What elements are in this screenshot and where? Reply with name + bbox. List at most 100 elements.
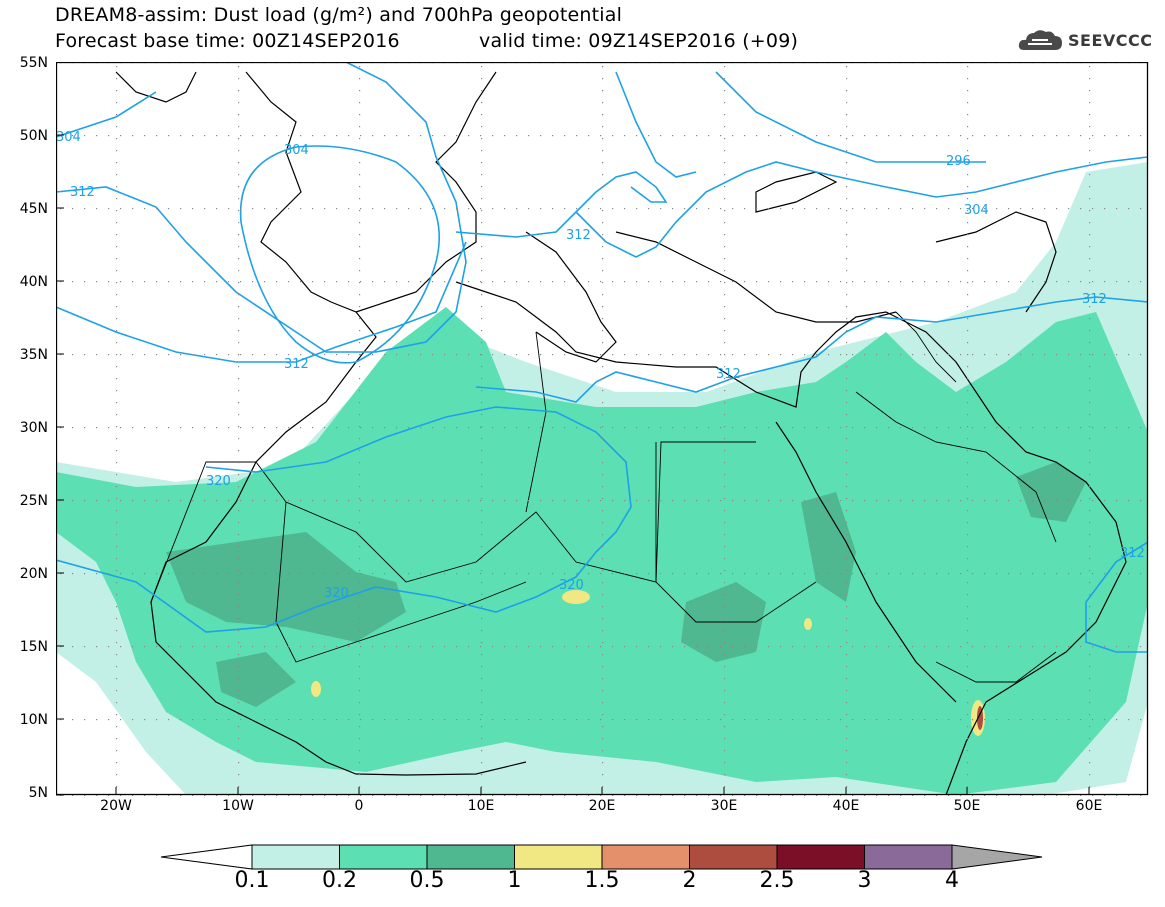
graticule-dot <box>359 438 361 440</box>
graticule-dot <box>602 414 604 416</box>
graticule-dot <box>724 222 726 224</box>
colorbar-label: 0.2 <box>322 868 357 893</box>
graticule-dot <box>900 573 902 575</box>
graticule-dot <box>144 573 146 575</box>
graticule-dot <box>408 719 410 721</box>
colorbar-swatch <box>251 844 340 870</box>
graticule-dot <box>420 135 422 137</box>
graticule-dot <box>828 646 830 648</box>
colorbar-label: 2 <box>682 868 697 893</box>
graticule-dot <box>602 114 604 116</box>
lat-label: 15N <box>19 639 48 655</box>
graticule-dot <box>408 573 410 575</box>
colorbar-swatch <box>601 844 690 870</box>
graticule-dot <box>804 135 806 137</box>
lat-label: 40N <box>19 274 48 290</box>
graticule-dot <box>846 402 848 404</box>
graticule-dot <box>846 558 848 560</box>
graticule-dot <box>312 719 314 721</box>
graticule-dot <box>552 795 554 796</box>
graticule-dot <box>96 500 98 502</box>
graticule-dot <box>372 208 374 210</box>
graticule-dot <box>864 646 866 648</box>
graticule-dot <box>724 282 726 284</box>
graticule-dot <box>204 135 206 137</box>
graticule-dot <box>228 573 230 575</box>
graticule-dot <box>1080 281 1082 283</box>
graticule-dot <box>967 342 969 344</box>
graticule-dot <box>924 354 926 356</box>
graticule-dot <box>1089 606 1091 608</box>
graticule-dot <box>846 606 848 608</box>
graticule-dot <box>540 354 542 356</box>
lon-label: 20W <box>100 798 132 814</box>
graticule-dot <box>324 646 326 648</box>
graticule-dot <box>481 174 483 176</box>
graticule-dot <box>602 102 604 104</box>
graticule-dot <box>300 646 302 648</box>
graticule-dot <box>1140 573 1142 575</box>
graticule-dot <box>967 606 969 608</box>
graticule-dot <box>192 281 194 283</box>
graticule-dot <box>672 719 674 721</box>
graticule-dot <box>252 795 254 796</box>
graticule-dot <box>602 378 604 380</box>
graticule-dot <box>1089 498 1091 500</box>
graticule-dot <box>1089 486 1091 488</box>
graticule-dot <box>876 354 878 356</box>
graticule-dot <box>724 462 726 464</box>
graticule-dot <box>602 126 604 128</box>
graticule-dot <box>900 646 902 648</box>
graticule-dot <box>967 90 969 92</box>
graticule-dot <box>324 281 326 283</box>
graticule-dot <box>602 402 604 404</box>
graticule-dot <box>724 534 726 536</box>
forecast-time-line: Forecast base time: 00Z14SEP2016 valid ti… <box>55 30 798 52</box>
graticule-dot <box>372 427 374 429</box>
graticule-dot <box>348 135 350 137</box>
graticule-dot <box>660 281 662 283</box>
graticule-dot <box>336 795 338 796</box>
graticule-dot <box>120 208 122 210</box>
graticule-dot <box>602 642 604 644</box>
graticule-dot <box>936 208 938 210</box>
graticule-dot <box>1089 114 1091 116</box>
graticule-dot <box>1089 474 1091 476</box>
contour-labels: 304 304 312 312 312 312 320 320 320 296 … <box>56 130 1145 601</box>
graticule-dot <box>312 573 314 575</box>
graticule-dot <box>481 306 483 308</box>
graticule-dot <box>360 354 362 356</box>
graticule-dot <box>372 281 374 283</box>
graticule-dot <box>720 719 722 721</box>
graticule-dot <box>408 795 410 796</box>
logo-text: SEEVCCC <box>1068 31 1153 50</box>
valid-time: valid time: 09Z14SEP2016 (+09) <box>479 30 799 52</box>
graticule-dot <box>238 558 240 560</box>
graticule-dot <box>1104 646 1106 648</box>
graticule-dot <box>888 354 890 356</box>
graticule-dot <box>276 500 278 502</box>
graticule-dot <box>359 246 361 248</box>
graticule-dot <box>1020 573 1022 575</box>
graticule-dot <box>602 714 604 716</box>
dust-map: 304 304 312 312 312 312 320 320 320 296 … <box>56 62 1149 796</box>
graticule-dot <box>804 646 806 648</box>
graticule-dot <box>724 102 726 104</box>
graticule-dot <box>1089 90 1091 92</box>
graticule-dot <box>972 646 974 648</box>
graticule-dot <box>846 534 848 536</box>
graticule-dot <box>359 486 361 488</box>
graticule-dot <box>1089 246 1091 248</box>
graticule-dot <box>602 474 604 476</box>
graticule-dot <box>600 427 602 429</box>
graticule-dot <box>180 354 182 356</box>
graticule-dot <box>238 78 240 80</box>
graticule-dot <box>636 281 638 283</box>
graticule-dot <box>967 654 969 656</box>
graticule-dot <box>359 726 361 728</box>
graticule-dot <box>602 138 604 140</box>
graticule-dot <box>504 281 506 283</box>
graticule-dot <box>967 270 969 272</box>
graticule-dot <box>1008 795 1010 796</box>
graticule-dot <box>288 427 290 429</box>
